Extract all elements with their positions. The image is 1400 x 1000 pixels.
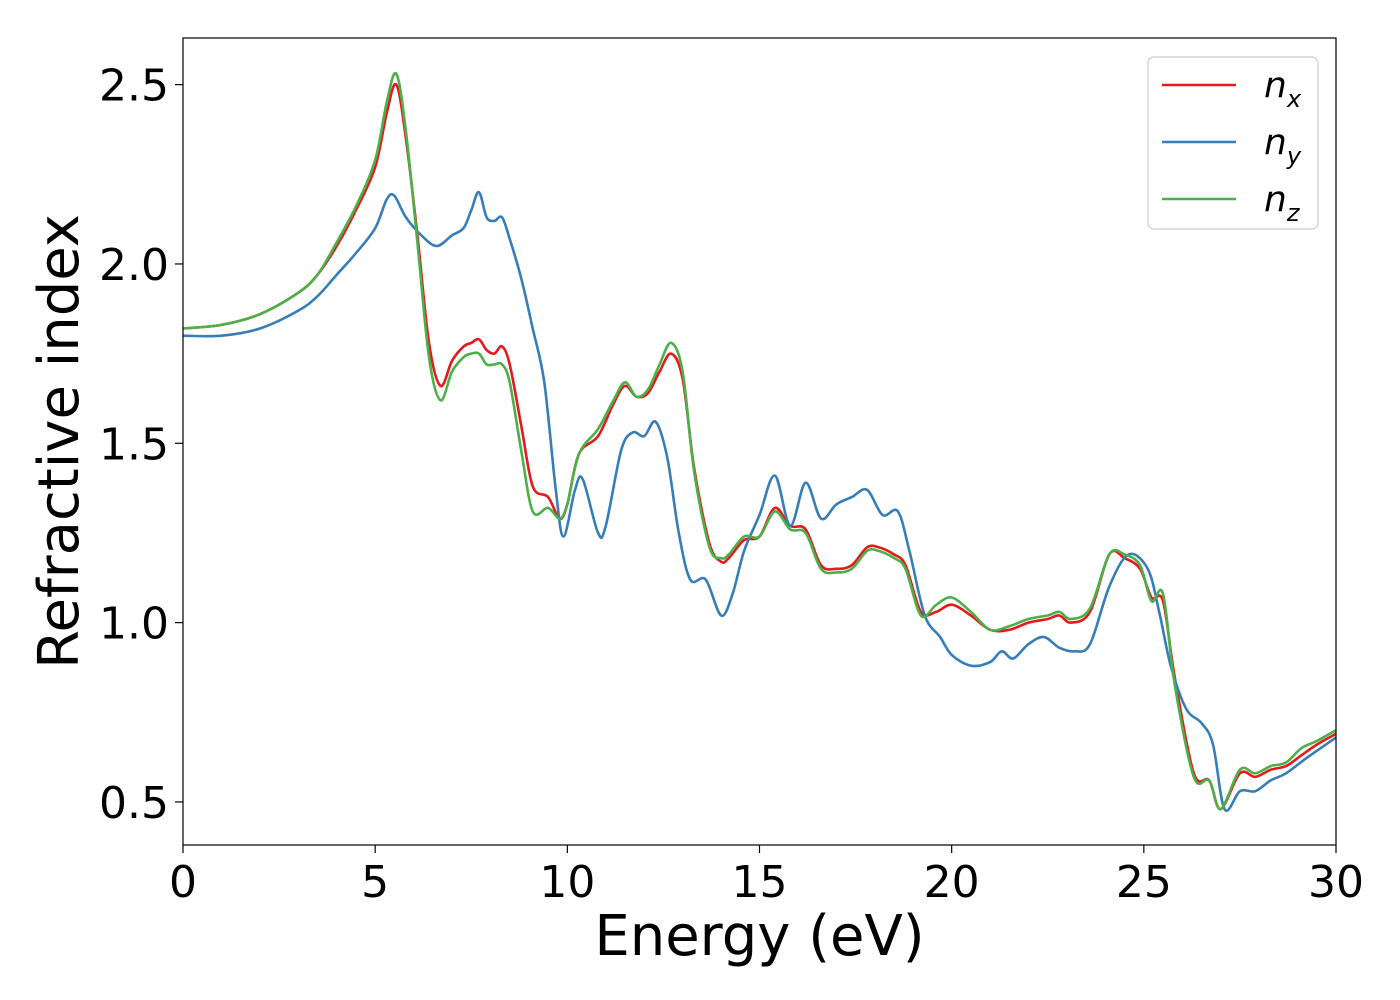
legend-label-subscript: z [1286, 199, 1301, 227]
y-axis-label: Refractive index [27, 214, 92, 669]
y-tick-label: 2.0 [99, 240, 169, 291]
series-layer [183, 71, 1336, 812]
legend-label-base: n [1264, 122, 1287, 163]
x-axis-ticks: 0 5 10 15 20 25 30 [169, 845, 1364, 908]
legend-label-base: n [1264, 179, 1287, 220]
x-tick-label: 10 [539, 857, 595, 908]
x-tick-label: 25 [1116, 857, 1172, 908]
x-tick-label: 0 [169, 857, 197, 908]
legend-label-subscript: x [1286, 85, 1302, 113]
x-tick-label: 15 [732, 857, 788, 908]
legend-label-nz: nz [1264, 179, 1301, 227]
y-axis-ticks: 0.5 1.0 1.5 2.0 2.5 [99, 61, 183, 829]
y-tick-label: 1.5 [99, 419, 169, 470]
legend-label-subscript: y [1286, 142, 1302, 170]
x-tick-label: 20 [924, 857, 980, 908]
series-line-ny [183, 190, 1336, 812]
legend-label-nx: nx [1264, 65, 1302, 113]
x-tick-label: 30 [1308, 857, 1364, 908]
y-tick-label: 1.0 [99, 599, 169, 650]
x-axis-label: Energy (eV) [594, 904, 924, 969]
x-tick-label: 5 [361, 857, 389, 908]
legend-label-base: n [1264, 65, 1287, 106]
y-tick-label: 2.5 [99, 61, 169, 112]
series-line-nx [183, 82, 1336, 811]
series-line-nz [183, 71, 1336, 811]
legend-label-ny: ny [1264, 122, 1302, 170]
y-tick-label: 0.5 [99, 778, 169, 829]
